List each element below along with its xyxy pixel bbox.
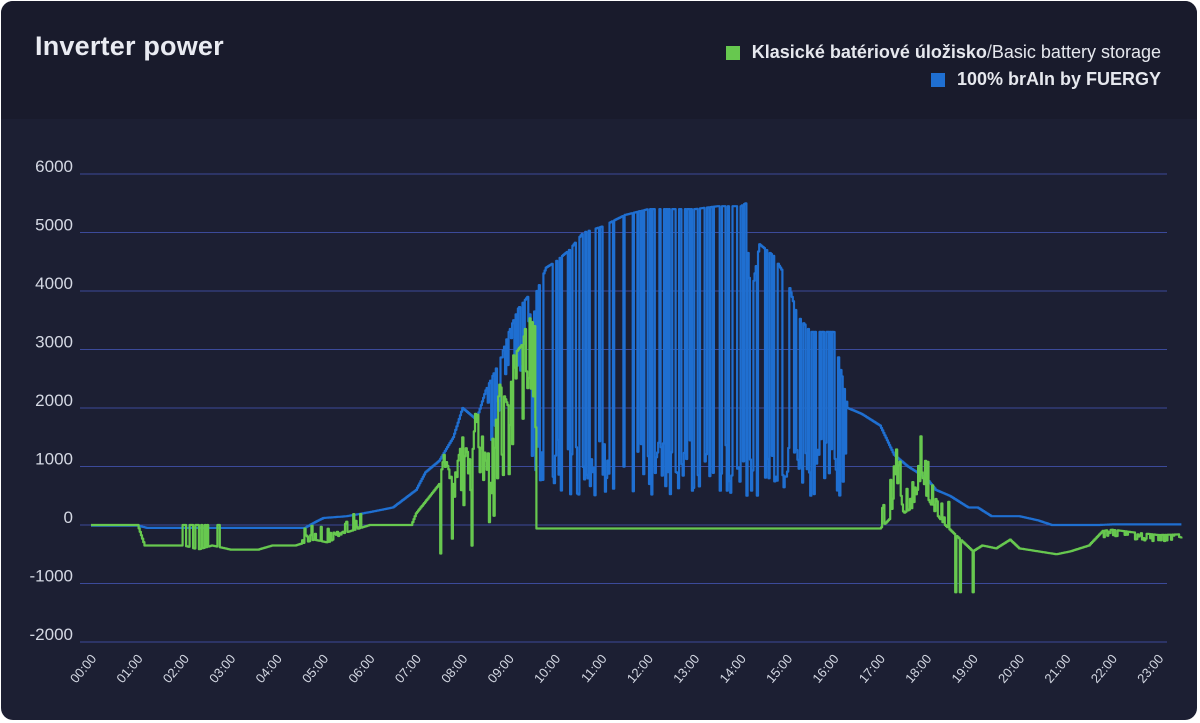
x-tick-label: 02:00 [160,651,192,686]
x-tick-label: 16:00 [809,651,841,686]
y-tick-label: 1000 [35,450,73,469]
x-tick-label: 06:00 [345,651,377,686]
legend-label-rest: Basic battery storage [991,42,1161,62]
y-tick-label: 4000 [35,274,73,293]
legend-item-basic-storage[interactable]: Klasické batériové úložisko / Basic batt… [725,39,1161,66]
x-tick-label: 18:00 [902,651,934,686]
x-tick-label: 01:00 [113,651,145,686]
x-tick-label: 00:00 [67,651,99,686]
legend-swatch-basic [725,45,740,60]
x-tick-label: 20:00 [995,651,1027,686]
x-tick-label: 21:00 [1041,651,1073,686]
x-tick-label: 07:00 [392,651,424,686]
x-tick-label: 08:00 [438,651,470,686]
x-tick-label: 15:00 [763,651,795,686]
x-tick-label: 12:00 [624,651,656,686]
chart-title: Inverter power [35,31,224,61]
legend-item-brain[interactable]: 100% brAIn by FUERGY [726,66,1161,93]
x-tick-label: 14:00 [716,651,748,686]
x-tick-label: 05:00 [299,651,331,686]
legend-swatch-brain [930,72,945,87]
x-tick-label: 10:00 [531,651,563,686]
y-tick-label: 2000 [35,391,73,410]
x-tick-label: 22:00 [1088,651,1120,686]
legend-separator: / [986,42,992,62]
x-tick-label: 04:00 [252,651,284,686]
legend-label-brain: 100% brAIn by FUERGY [956,69,1161,89]
legend: Klasické batériové úložisko / Basic batt… [725,39,1161,93]
y-tick-label: 3000 [35,333,73,352]
chart-header: Inverter power Klasické batériové úložis… [1,1,1197,119]
x-tick-label: 11:00 [578,651,610,685]
x-tick-label: 17:00 [856,651,888,686]
series-line-basic [91,317,1183,594]
y-tick-label: -2000 [30,625,73,644]
y-tick-label: 6000 [35,157,73,176]
legend-label-bold: Klasické batériové úložisko [751,42,987,62]
y-tick-label: 5000 [35,216,73,235]
y-tick-label: 0 [64,508,73,527]
series-line-brain [91,202,1182,529]
y-tick-label: -1000 [30,567,73,586]
x-tick-label: 09:00 [484,651,516,686]
x-tick-label: 13:00 [670,651,702,686]
x-tick-label: 23:00 [1134,651,1166,686]
x-tick-label: 19:00 [948,651,980,686]
x-tick-label: 03:00 [206,651,238,686]
